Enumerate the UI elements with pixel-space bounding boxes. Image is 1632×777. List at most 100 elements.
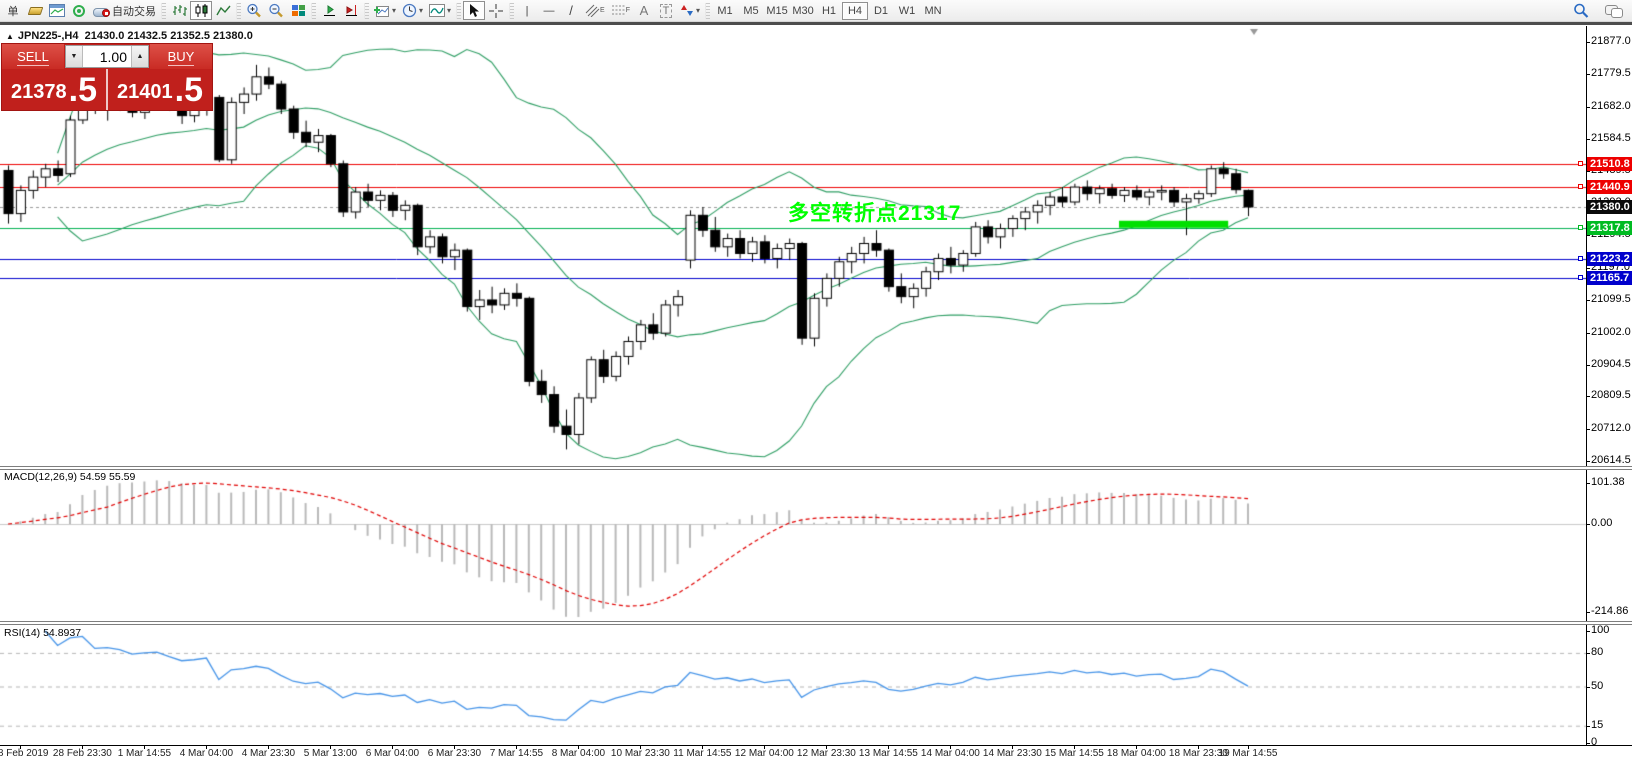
volume-decrease-button[interactable]: ▼ [66, 46, 83, 67]
arrows-tool-button[interactable]: ▾ [677, 1, 703, 20]
price-line-badge[interactable]: 21440.9 [1578, 179, 1632, 194]
volume-input[interactable] [83, 46, 131, 67]
timeframe-mn-button[interactable]: MN [920, 2, 946, 20]
time-tick-label: 18 Mar 23:30 [1168, 748, 1228, 759]
buy-button[interactable]: BUY [150, 44, 212, 69]
rsi-tick-label: 50 [1585, 680, 1604, 692]
time-tick-label: 10 Mar 23:30 [610, 748, 670, 759]
time-tick-label: 15 Mar 14:55 [1044, 748, 1104, 759]
autotrading-button[interactable]: 自动交易 [90, 1, 159, 20]
sell-price[interactable]: 21378.5 [2, 69, 108, 110]
line-anchor-square [1578, 160, 1583, 166]
bar-chart-button[interactable] [168, 1, 190, 20]
toolbar-right-group [1570, 1, 1624, 20]
candlestick-chart-icon [195, 4, 207, 17]
periods-button[interactable]: ▾ [399, 1, 426, 20]
cursor-icon [470, 3, 480, 17]
one-click-trading-panel: SELL ▼ ▲ BUY 21378.5 21401.5 [2, 44, 212, 110]
buy-price-main: 21401 [117, 81, 173, 103]
horizontal-line-icon: — [543, 4, 555, 17]
volume-increase-button[interactable]: ▲ [131, 46, 148, 67]
price-line-badge[interactable]: 21380.0 [1587, 199, 1632, 214]
time-tick [640, 745, 642, 749]
time-tick-label: 11 Mar 14:55 [673, 748, 732, 759]
price-line-badge[interactable]: 21317.8 [1578, 220, 1632, 235]
time-tick-label: 5 Mar 13:00 [303, 748, 358, 759]
auto-scroll-button[interactable] [318, 1, 340, 20]
time-tick [20, 745, 22, 749]
timeframe-h1-button[interactable]: H1 [816, 2, 842, 20]
zoom-in-button[interactable] [243, 1, 265, 20]
time-tick-label: 12 Mar 23:30 [796, 748, 856, 759]
chart-title-ohlc: 21430.0 21432.5 21352.5 21380.0 [84, 30, 253, 42]
timeframe-w1-button[interactable]: W1 [894, 2, 920, 20]
panel-collapse-arrow[interactable]: ▲ [6, 32, 14, 41]
toolbar-separator [705, 2, 711, 19]
indicators-button[interactable]: ▾ [426, 1, 454, 20]
signals-button[interactable] [68, 1, 90, 20]
line-anchor-square [1578, 256, 1583, 262]
chart-text-annotation[interactable]: 多空转折点21317 [788, 202, 962, 225]
search-button[interactable] [1570, 1, 1592, 20]
horizontal-line-tool-button[interactable]: — [538, 1, 560, 20]
pane-splitter-rsi[interactable] [0, 621, 1632, 625]
time-tick-label: 8 Mar 04:00 [551, 748, 606, 759]
price-tick-label: 20904.5 [1586, 357, 1631, 370]
new-order-button[interactable]: 单 [2, 1, 24, 20]
price-line-badge[interactable]: 21165.7 [1578, 271, 1632, 286]
price-tick-label: 21779.5 [1586, 67, 1631, 80]
line-anchor-square [1578, 183, 1583, 189]
vertical-line-tool-button[interactable]: | [516, 1, 538, 20]
buy-price-frac: .5 [174, 71, 203, 109]
timeframe-m5-button[interactable]: M5 [738, 2, 764, 20]
gold-quotes-button[interactable] [24, 1, 46, 20]
time-tick [1136, 745, 1138, 749]
time-tick-label: 14 Mar 23:30 [982, 748, 1042, 759]
time-tick [82, 745, 84, 749]
time-tick [144, 745, 146, 749]
time-tick [268, 745, 270, 749]
zoom-out-button[interactable] [265, 1, 287, 20]
line-chart-button[interactable] [212, 1, 234, 20]
price-line-badge[interactable]: 21223.2 [1578, 252, 1632, 267]
clock-icon [402, 3, 417, 18]
chart-canvas[interactable] [0, 26, 1586, 746]
channel-tool-button[interactable]: E [582, 1, 608, 20]
text-label-tool-button[interactable]: T [655, 1, 677, 20]
buy-price[interactable]: 21401.5 [108, 69, 212, 110]
crosshair-button[interactable] [485, 1, 507, 20]
chat-button[interactable] [1602, 1, 1624, 20]
candlestick-chart-button[interactable] [190, 1, 212, 20]
sell-button[interactable]: SELL [2, 44, 64, 69]
sell-price-main: 21378 [11, 81, 67, 103]
main-toolbar: 单 自动交易 ▾ ▾ ▾ [0, 0, 1632, 22]
timeframe-h4-button[interactable]: H4 [842, 1, 869, 20]
timeframe-m15-button[interactable]: M15 [764, 2, 790, 20]
price-line-badge[interactable]: 21510.8 [1578, 156, 1632, 171]
pane-splitter-macd[interactable] [0, 466, 1632, 470]
fibonacci-tool-button[interactable]: F [608, 1, 633, 20]
time-axis-line [0, 745, 1632, 746]
timeframe-d1-button[interactable]: D1 [868, 2, 894, 20]
price-tick-label: 21099.5 [1586, 293, 1631, 306]
fibonacci-icon [611, 5, 625, 15]
dropdown-caret-icon: ▾ [696, 6, 701, 15]
tile-windows-button[interactable] [287, 1, 309, 20]
price-tick-label: 21002.0 [1586, 325, 1631, 338]
time-tick-label: 4 Mar 04:00 [179, 748, 234, 759]
time-tick [826, 745, 828, 749]
time-tick [206, 745, 208, 749]
zoom-in-icon [247, 3, 261, 18]
new-chart-button[interactable]: ▾ [371, 1, 399, 20]
time-tick-label: 14 Mar 04:00 [920, 748, 980, 759]
time-tick [888, 745, 890, 749]
chart-window-button[interactable] [46, 1, 68, 20]
chart-shift-button[interactable] [340, 1, 362, 20]
trendline-tool-button[interactable]: / [560, 1, 582, 20]
timeframe-m1-button[interactable]: M1 [712, 2, 738, 20]
cursor-button[interactable] [463, 1, 486, 20]
timeframe-m30-button[interactable]: M30 [790, 2, 816, 20]
text-tool-button[interactable]: A [633, 1, 655, 20]
signal-icon [73, 4, 85, 17]
time-tick [950, 745, 952, 749]
